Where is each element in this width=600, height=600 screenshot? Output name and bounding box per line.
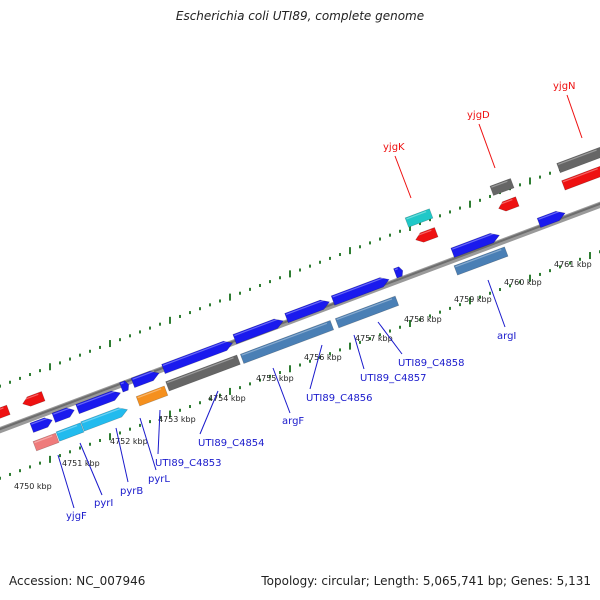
gene-feature[interactable]	[489, 178, 515, 196]
label-leader	[57, 454, 75, 509]
label-leader	[115, 427, 129, 483]
accession-text: Accession: NC_007946	[9, 574, 146, 588]
label-leader	[566, 94, 583, 139]
gene-arrow[interactable]	[130, 368, 161, 388]
kbp-label: 4751 kbp	[62, 459, 100, 468]
kbp-labels: 4750 kbp 4751 kbp 4752 kbp 4753 kbp 4754 kbp…	[14, 260, 592, 491]
gene-feature[interactable]	[497, 196, 520, 213]
gene-label[interactable]: pyrI	[94, 498, 113, 509]
gene-label[interactable]: yjgF	[66, 511, 87, 522]
label-leader	[309, 344, 323, 390]
gene-label[interactable]: yjgN	[553, 81, 576, 92]
gene-arrow[interactable]	[393, 266, 404, 279]
gene-block[interactable]	[32, 432, 60, 452]
gene-feature[interactable]	[404, 208, 434, 228]
gene-block[interactable]	[55, 422, 85, 442]
gene-label[interactable]: pyrB	[120, 486, 143, 497]
gene-label[interactable]: pyrL	[148, 474, 170, 485]
gene-labels: yjgF pyrI pyrB pyrL UTI89_C4853 UTI89_C4854 ar…	[57, 81, 583, 522]
gene-label[interactable]: yjgK	[383, 142, 405, 153]
kbp-label: 4753 kbp	[158, 415, 196, 424]
kbp-label: 4750 kbp	[14, 482, 52, 491]
gene-label[interactable]: UTI89_C4854	[198, 438, 265, 449]
kbp-label: 4760 kbp	[504, 278, 542, 287]
gene-feature[interactable]	[414, 227, 439, 244]
label-leader	[478, 123, 496, 169]
gene-block[interactable]	[80, 405, 129, 432]
gene-arrow[interactable]	[75, 388, 123, 415]
kbp-label: 4758 kbp	[404, 315, 442, 324]
feature-layer	[0, 146, 600, 452]
gene-arrow[interactable]	[450, 231, 501, 258]
gene-label[interactable]: yjgD	[467, 110, 490, 121]
gene-block[interactable]	[165, 354, 241, 392]
gene-label[interactable]: UTI89_C4858	[398, 358, 465, 369]
label-leader	[199, 390, 219, 435]
gene-arrow[interactable]	[330, 275, 391, 306]
gene-label[interactable]: UTI89_C4853	[155, 458, 222, 469]
kbp-label: 4755 kbp	[256, 374, 294, 383]
gene-label[interactable]: UTI89_C4856	[306, 393, 373, 404]
gene-label[interactable]: UTI89_C4857	[360, 373, 427, 384]
gene-arrow[interactable]	[161, 338, 235, 375]
label-leader	[487, 279, 506, 328]
kbp-label: 4761 kbp	[554, 260, 592, 269]
gene-label[interactable]: argF	[282, 416, 304, 427]
gene-feature[interactable]	[561, 165, 600, 191]
kbp-label: 4752 kbp	[110, 437, 148, 446]
label-leader	[377, 321, 403, 355]
label-leader	[139, 417, 157, 471]
map-title: Escherichia coli UTI89, complete genome	[175, 9, 425, 23]
label-leader	[157, 409, 161, 455]
label-leader	[79, 442, 103, 496]
gene-arrow[interactable]	[284, 297, 332, 324]
genome-summary: Topology: circular; Length: 5,065,741 bp…	[261, 574, 591, 588]
kbp-label: 4757 kbp	[355, 334, 393, 343]
gene-block[interactable]	[135, 385, 169, 407]
kbp-label: 4754 kbp	[208, 394, 246, 403]
gene-feature[interactable]	[0, 404, 11, 421]
gene-block[interactable]	[239, 320, 335, 364]
gene-feature[interactable]	[21, 391, 46, 408]
kbp-label: 4756 kbp	[304, 353, 342, 362]
gene-block[interactable]	[453, 246, 509, 276]
kbp-label: 4759 kbp	[454, 295, 492, 304]
label-leader	[394, 155, 412, 199]
gene-feature[interactable]	[556, 146, 600, 174]
label-leader	[353, 334, 365, 370]
gene-arrow[interactable]	[29, 415, 54, 433]
gene-arrow[interactable]	[51, 405, 76, 423]
gene-arrow[interactable]	[536, 208, 567, 228]
gene-block[interactable]	[334, 295, 400, 329]
gene-label[interactable]: argI	[497, 331, 516, 342]
label-leader	[272, 367, 291, 414]
gene-arrow[interactable]	[119, 380, 130, 393]
gene-arrow[interactable]	[232, 316, 285, 345]
